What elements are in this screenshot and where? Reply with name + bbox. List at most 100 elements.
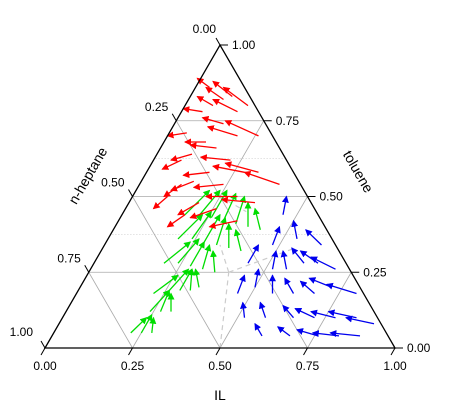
green-vector-arrow: [196, 189, 221, 219]
red-vector-arrow: [212, 98, 238, 113]
green-vector-arrow: [163, 241, 192, 264]
blue-vector-arrow: [271, 225, 281, 246]
green-vector-arrow: [191, 210, 212, 240]
red-vector-arrow: [177, 202, 200, 216]
left-tick-label: 0.00: [193, 22, 217, 36]
bottom-tick: [128, 347, 133, 356]
bottom-tick-label: 0.50: [208, 359, 232, 373]
red-vector-arrow: [212, 163, 245, 173]
left-tick: [84, 265, 90, 273]
blue-vector-arrow: [280, 250, 288, 270]
green-vector-arrow: [253, 207, 261, 230]
bottom-tick: [390, 347, 396, 356]
left-tick: [215, 37, 221, 46]
red-vector-arrow: [201, 116, 224, 125]
blue-vector-arrow: [310, 256, 336, 270]
red-vector-arrow: [189, 142, 217, 150]
green-vector-arrow: [222, 192, 237, 221]
green-vector-arrow: [149, 289, 170, 313]
tick-labels: 0.00 0.25 0.50 0.75 1.000.000.250.500.751.00…: [10, 22, 431, 373]
green-vector-arrow: [159, 289, 171, 312]
red-vector-arrow: [243, 170, 280, 186]
red-vector-arrow: [205, 86, 224, 101]
green-vector-arrow: [177, 213, 204, 240]
right-tick-label: 1.00: [232, 38, 256, 52]
right-tick-label: 0.50: [320, 190, 344, 204]
region-boundary: [219, 272, 230, 349]
green-vector-arrow: [210, 250, 217, 273]
blue-vector-arrow: [276, 326, 291, 337]
blue-vector-arrow: [310, 309, 336, 319]
green-vector-arrow: [233, 228, 242, 252]
green-vector-arrow: [177, 238, 200, 264]
blue-vector-arrow: [299, 280, 315, 294]
vector-field: [130, 77, 375, 338]
blue-vector-arrow: [291, 247, 305, 264]
bottom-tick: [303, 347, 308, 356]
blue-vector-arrow: [329, 330, 361, 337]
green-vector-arrow: [210, 189, 228, 219]
blue-vector-arrow: [294, 307, 315, 319]
green-vector-arrow: [130, 317, 148, 334]
grid-line: [132, 120, 265, 349]
red-vector-arrow: [182, 106, 203, 114]
red-vector-arrow: [212, 80, 233, 98]
right-tick-label: 0.25: [363, 265, 387, 279]
blue-vector-arrow: [247, 244, 260, 264]
green-vector-arrow: [188, 268, 196, 291]
left-tick: [171, 113, 177, 121]
red-vector-arrow: [220, 196, 256, 204]
red-vector-arrow: [199, 154, 231, 162]
red-vector-arrow: [166, 214, 186, 228]
green-vector-arrow: [149, 316, 157, 333]
right-tick-label: 0.00: [407, 341, 431, 355]
red-vector-arrow: [161, 159, 182, 170]
bottom-axis-title: IL: [214, 387, 226, 403]
red-vector-arrow: [222, 86, 249, 107]
blue-vector-arrow: [271, 250, 279, 270]
bottom-tick: [215, 347, 221, 356]
region-boundary: [219, 244, 230, 273]
green-vector-arrow: [189, 241, 205, 267]
blue-vector-arrow: [284, 277, 295, 294]
blue-vector-arrow: [253, 268, 261, 288]
red-vector-arrow: [192, 183, 224, 191]
red-vector-arrow: [152, 196, 168, 210]
bottom-tick-label: 0.25: [121, 359, 145, 373]
green-vector-arrow: [193, 268, 201, 288]
red-vector-arrow: [189, 207, 217, 220]
grid-line: [307, 272, 352, 349]
grid-line: [132, 196, 221, 349]
green-vector-arrow: [168, 268, 190, 291]
blue-vector-arrow: [254, 322, 263, 337]
red-vector-arrow: [170, 153, 193, 162]
green-vector-arrow: [201, 244, 212, 270]
green-vector-arrow: [140, 313, 153, 334]
blue-vector-arrow: [281, 195, 289, 215]
red-vector-arrow: [224, 161, 259, 173]
left-tick-label: 0.25: [145, 100, 169, 114]
left-tick: [40, 340, 46, 349]
green-vector-arrow: [184, 189, 211, 216]
left-tick-label: 0.50: [101, 176, 125, 190]
red-vector-arrow: [196, 77, 210, 88]
red-vector-arrow: [182, 171, 210, 179]
red-vector-arrow: [163, 183, 182, 198]
blue-vector-arrow: [345, 315, 375, 325]
blue-vector-arrow: [325, 282, 357, 295]
bottom-tick-label: 0.00: [33, 359, 57, 373]
right-axis-title: toluene: [340, 148, 377, 196]
bottom-tick: [40, 347, 46, 356]
red-vector-arrow: [166, 131, 187, 139]
blue-vector-arrow: [282, 304, 294, 319]
left-tick-label: 0.75: [57, 251, 81, 265]
red-vector-arrow: [196, 95, 214, 107]
blue-vector-arrow: [236, 274, 246, 294]
green-vector-arrow: [215, 216, 227, 246]
left-tick-label: 1.00: [10, 325, 34, 339]
grid-line: [88, 272, 133, 349]
bottom-tick-label: 0.75: [296, 359, 320, 373]
red-vector-arrow: [208, 220, 238, 229]
bottom-tick-label: 1.00: [383, 359, 407, 373]
